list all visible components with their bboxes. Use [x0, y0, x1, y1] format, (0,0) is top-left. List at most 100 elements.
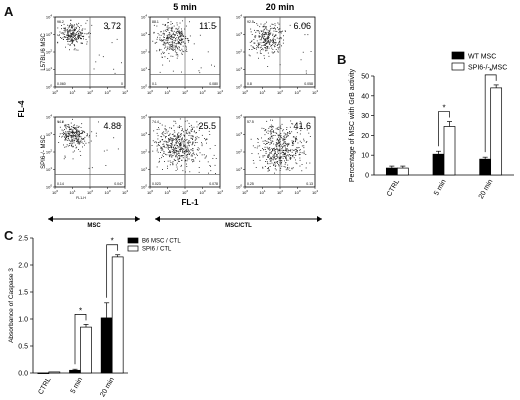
event-dot: [169, 32, 171, 34]
event-dot: [260, 53, 262, 54]
event-dot: [278, 159, 280, 161]
event-dot: [179, 39, 181, 41]
event-dot: [280, 128, 282, 129]
event-dot: [72, 37, 73, 39]
event-dot: [169, 35, 171, 37]
event-dot: [186, 131, 188, 133]
event-dot: [280, 163, 282, 165]
event-dot: [72, 158, 74, 160]
event-dot: [68, 135, 69, 137]
event-dot: [64, 136, 66, 138]
event-dot: [259, 159, 261, 161]
event-dot: [163, 145, 165, 147]
event-dot: [252, 47, 254, 48]
x-tick-label: 101: [69, 189, 75, 195]
event-dot: [297, 150, 298, 151]
event-dot: [78, 130, 79, 132]
event-dot: [162, 51, 164, 53]
event-dot: [271, 162, 273, 164]
quadrant-percentage: 41.6: [293, 121, 311, 131]
event-dot: [175, 27, 177, 29]
event-dot: [285, 30, 286, 32]
event-dot: [282, 154, 284, 156]
event-dot: [179, 126, 180, 128]
event-dot: [196, 126, 198, 128]
event-dot: [303, 138, 305, 140]
event-dot: [72, 33, 74, 35]
event-dot: [262, 34, 264, 36]
event-dot: [305, 72, 307, 74]
event-dot: [175, 147, 177, 149]
event-dot: [281, 151, 283, 153]
event-dot: [157, 36, 158, 38]
event-dot: [304, 34, 306, 36]
event-dot: [79, 34, 81, 36]
event-dot: [282, 150, 284, 152]
event-dot: [70, 136, 72, 138]
event-dot: [72, 131, 74, 133]
event-dot: [79, 32, 81, 34]
event-dot: [185, 46, 187, 48]
event-dot: [173, 30, 175, 32]
y-axis-label: Absorbance of Caspase 3: [8, 268, 15, 343]
y-tick-label: 104: [46, 114, 52, 120]
event-dot: [161, 157, 162, 159]
event-dot: [183, 131, 184, 133]
event-dot: [267, 34, 269, 36]
event-dot: [194, 144, 196, 146]
event-dot: [306, 162, 307, 164]
event-dot: [167, 22, 169, 24]
event-dot: [68, 29, 70, 31]
event-dot: [267, 39, 269, 41]
event-dot: [72, 32, 73, 34]
event-dot: [167, 18, 169, 20]
event-dot: [186, 139, 188, 140]
event-dot: [214, 65, 215, 67]
event-dot: [64, 136, 66, 138]
event-dot: [285, 142, 287, 144]
event-dot: [187, 142, 189, 144]
event-dot: [172, 48, 174, 50]
event-dot: [268, 138, 270, 139]
event-dot: [163, 43, 165, 44]
event-dot: [176, 22, 178, 24]
event-dot: [74, 136, 76, 138]
event-dot: [166, 40, 168, 42]
event-dot: [73, 44, 75, 46]
event-dot: [185, 38, 186, 39]
significance-star: *: [442, 104, 445, 113]
event-dot: [159, 140, 161, 142]
event-dot: [176, 31, 178, 33]
event-dot: [169, 44, 171, 46]
quadrant-ul-value: 94.9: [57, 120, 64, 124]
event-dot: [68, 31, 70, 33]
event-dot: [81, 42, 83, 44]
event-dot: [91, 167, 93, 169]
event-dot: [78, 135, 80, 137]
event-dot: [78, 142, 80, 144]
event-dot: [174, 36, 175, 38]
event-dot: [70, 129, 72, 130]
event-dot: [70, 40, 72, 42]
event-dot: [174, 148, 176, 150]
event-dot: [161, 133, 163, 135]
event-dot: [291, 123, 293, 125]
event-dot: [197, 149, 199, 151]
event-dot: [253, 42, 255, 44]
event-dot: [64, 155, 66, 157]
event-dot: [62, 130, 64, 132]
event-dot: [277, 51, 279, 53]
event-dot: [169, 150, 171, 152]
event-dot: [269, 40, 271, 42]
event-dot: [187, 141, 189, 143]
event-dot: [71, 140, 73, 142]
event-dot: [66, 144, 68, 146]
event-dot: [78, 141, 80, 143]
event-dot: [67, 138, 69, 140]
event-dot: [61, 129, 63, 131]
event-dot: [165, 31, 167, 32]
event-dot: [291, 140, 293, 142]
event-dot: [181, 155, 183, 156]
event-dot: [164, 25, 166, 26]
event-dot: [271, 141, 273, 143]
